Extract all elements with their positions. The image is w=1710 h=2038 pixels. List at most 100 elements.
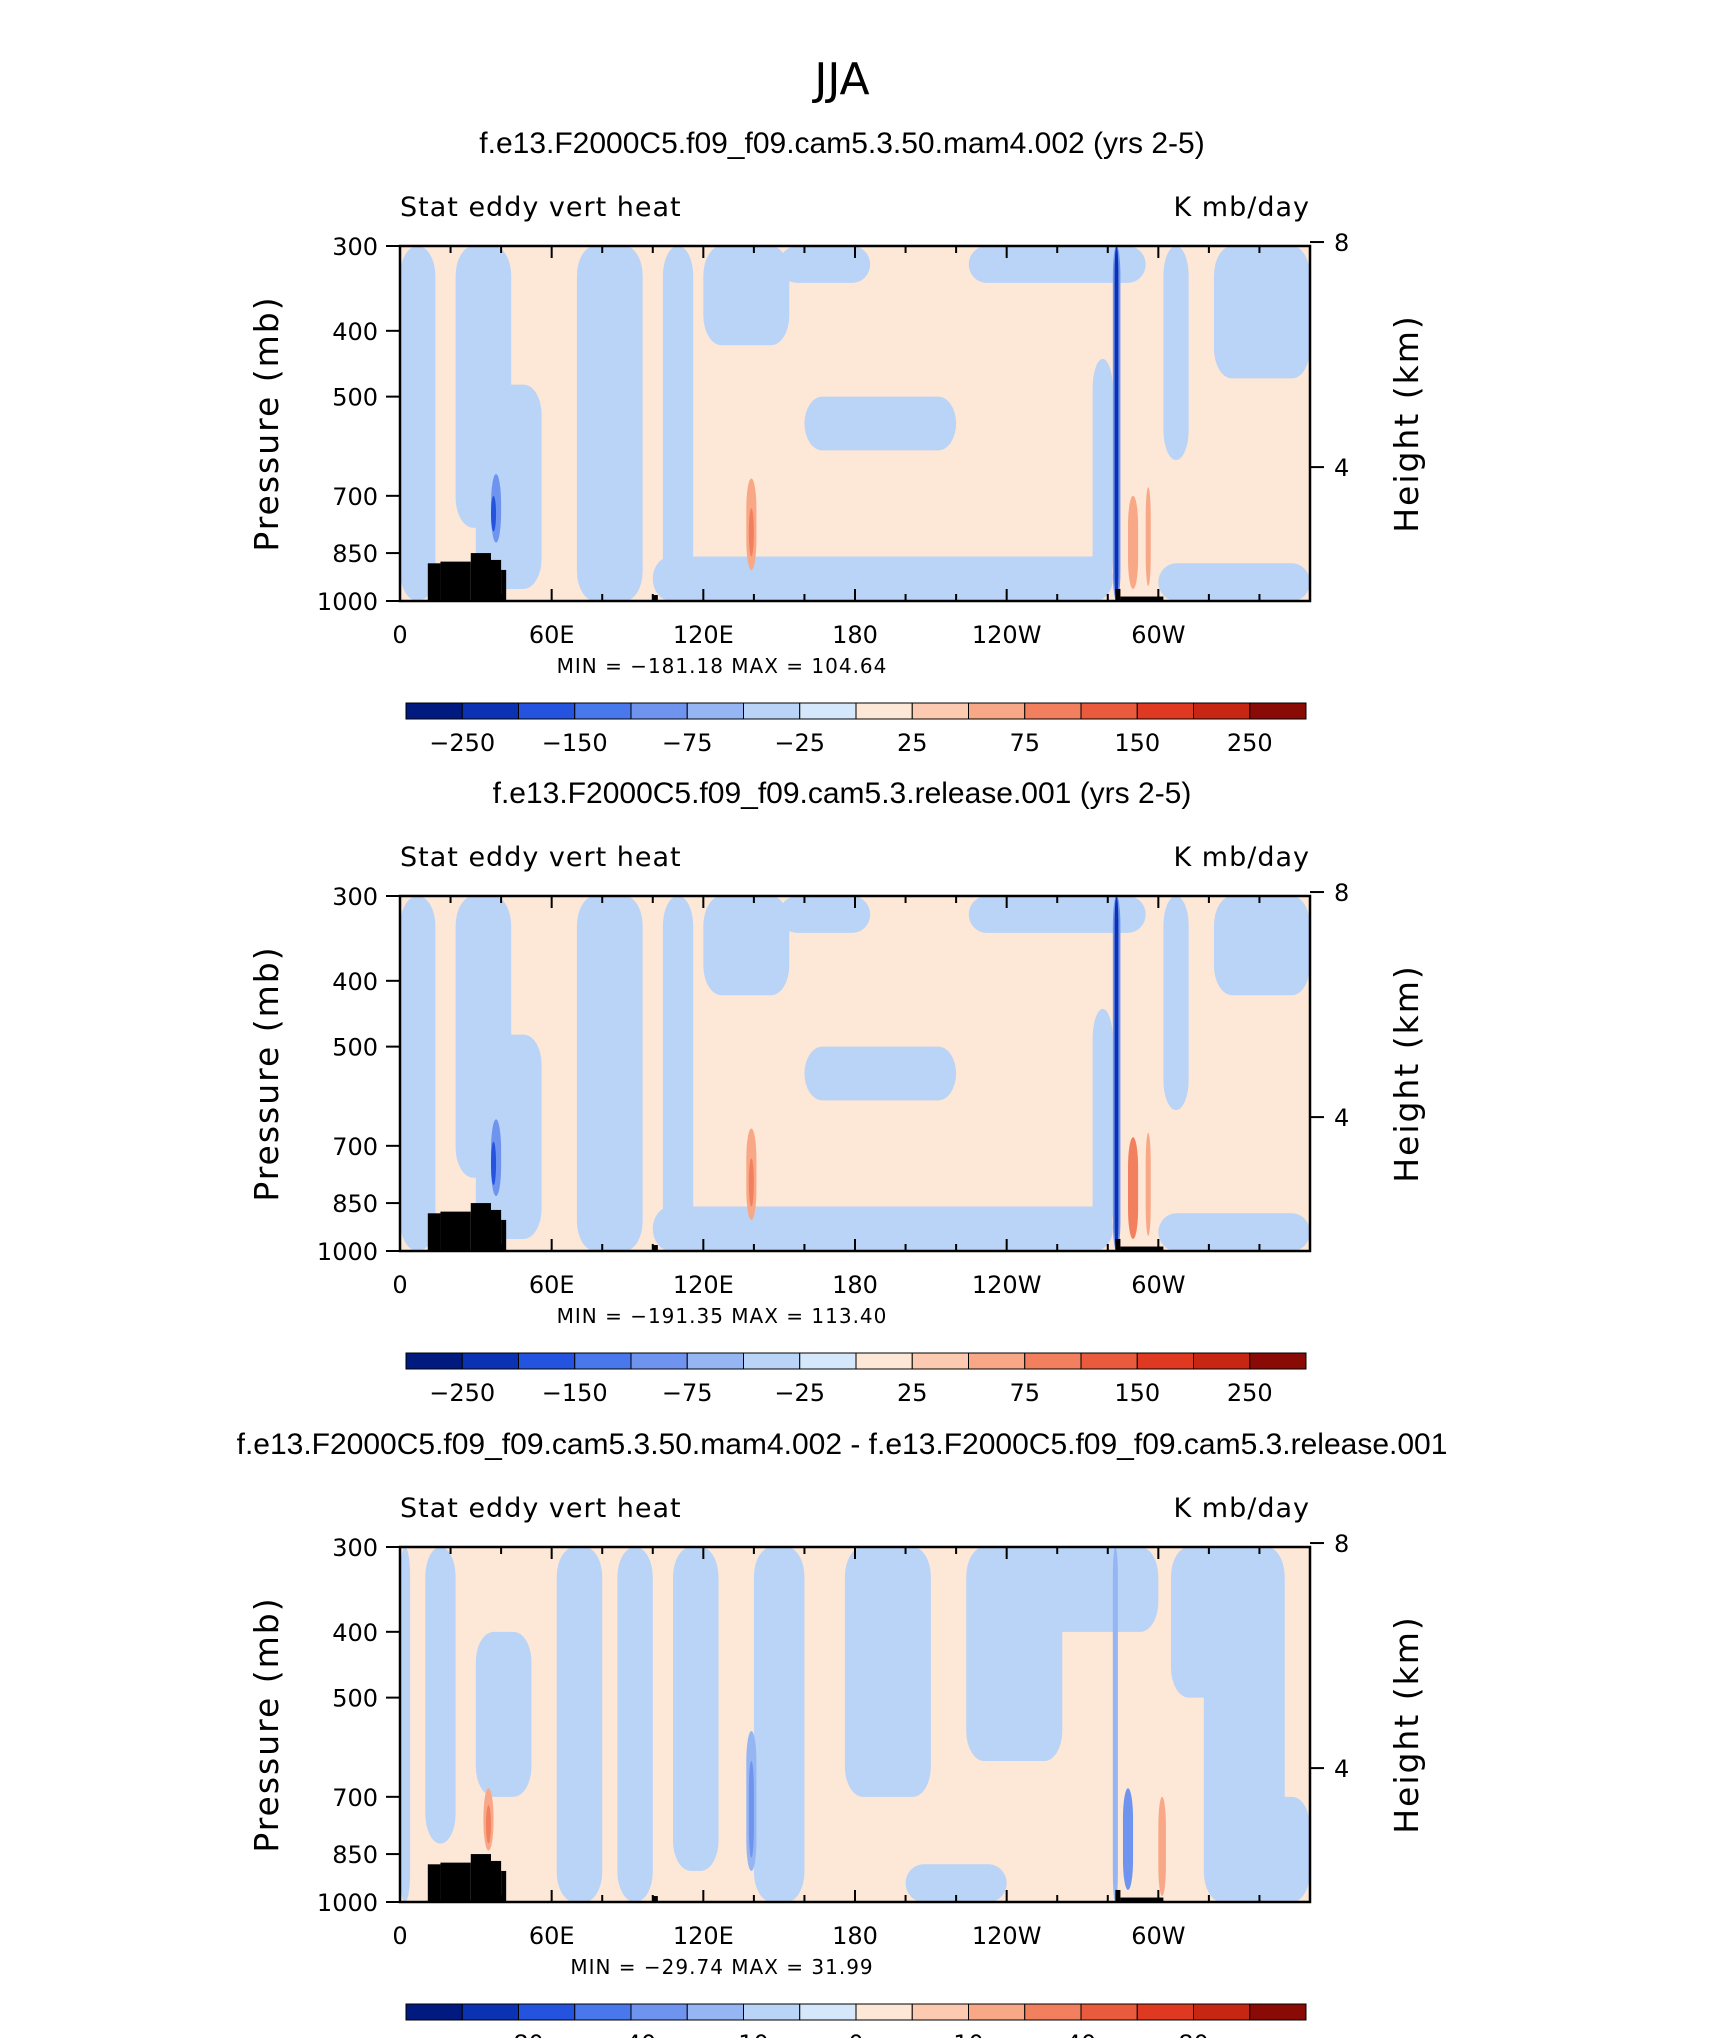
colorbar-box <box>799 2003 857 2021</box>
colorbar-box <box>1024 1352 1082 1370</box>
contour-field <box>400 246 1310 601</box>
positive-contour <box>1128 1137 1139 1239</box>
colorbar-box <box>799 702 857 720</box>
colorbar-box <box>1193 702 1251 720</box>
negative-contour <box>779 246 871 283</box>
x-tick-label: 60W <box>1131 1922 1185 1950</box>
y-axis-right: 8 4 Height (km) <box>1310 1530 1426 1834</box>
colorbar-box <box>630 702 688 720</box>
colorbar-label: 75 <box>1009 729 1040 757</box>
y-tick-label: 1000 <box>317 588 378 616</box>
land-block <box>427 563 441 601</box>
land-block <box>1120 1246 1164 1251</box>
negative-contour <box>703 896 790 996</box>
y-tick-label: 1000 <box>317 1238 378 1266</box>
colorbar-box <box>743 2003 801 2021</box>
land-block <box>470 553 491 601</box>
colorbar-label: −250 <box>429 1379 495 1407</box>
y-axis: 300 400 500 700 850 1000 Pressure (mb) <box>247 1534 400 1917</box>
x-tick-label: 180 <box>832 621 878 649</box>
colorbar-box <box>799 1352 857 1370</box>
x-tick-label: 60E <box>529 621 575 649</box>
left-string: Stat eddy vert heat <box>400 842 682 873</box>
negative-contour <box>1092 358 1113 589</box>
land-block <box>1120 596 1164 601</box>
y-tick-label: 700 <box>332 483 378 511</box>
y-tick-label: 850 <box>332 1841 378 1869</box>
x-tick-label: 120E <box>673 1922 734 1950</box>
y-axis-right-label: Height (km) <box>1387 314 1426 533</box>
x-tick-label: 120W <box>972 1271 1042 1299</box>
colorbar-label: −80 <box>493 2030 544 2038</box>
land-block <box>501 1870 507 1902</box>
negative-contour <box>617 1547 653 1902</box>
land-block <box>1115 588 1121 601</box>
colorbar-box <box>855 1352 913 1370</box>
negative-contour <box>1163 246 1189 461</box>
land-block <box>501 1219 507 1251</box>
negative-contour <box>703 246 790 346</box>
colorbar-label: 25 <box>897 729 928 757</box>
positive-contour <box>485 1805 491 1844</box>
colorbar-label: 75 <box>1009 1379 1040 1407</box>
negative-contour <box>804 396 957 451</box>
y-tick-label: 300 <box>332 233 378 261</box>
x-axis: 0 60E 120E 180 120W 60W <box>392 896 1311 1299</box>
colorbar-box <box>518 2003 576 2021</box>
colorbar-box <box>461 702 519 720</box>
land-block <box>427 1864 441 1902</box>
land-block <box>491 1860 502 1902</box>
negative-contour <box>400 246 436 601</box>
x-tick-label: 60W <box>1131 1271 1185 1299</box>
land-block <box>501 569 507 601</box>
colorbar-label: −40 <box>606 2030 657 2038</box>
y-tick-label: 850 <box>332 540 378 568</box>
colorbar-label: 25 <box>897 1379 928 1407</box>
negative-contour <box>475 384 542 589</box>
negative-contour <box>475 1631 532 1797</box>
colorbar-box <box>574 2003 632 2021</box>
land-block <box>440 561 471 601</box>
y-tick-label: 400 <box>332 1619 378 1647</box>
colorbar-label: −25 <box>774 729 825 757</box>
x-tick-label: 60E <box>529 1271 575 1299</box>
colorbar-box <box>1249 1352 1307 1370</box>
colorbar-box <box>855 2003 913 2021</box>
colorbar-box <box>1080 702 1138 720</box>
y-tick-label: 700 <box>332 1133 378 1161</box>
x-tick-label: 120E <box>673 1271 734 1299</box>
x-tick-label: 0 <box>392 621 407 649</box>
colorbar-box <box>518 702 576 720</box>
negative-contour <box>1114 246 1119 601</box>
colorbar-box <box>461 2003 519 2021</box>
panels: f.e13.F2000C5.f09_f09.cam5.3.50.mam4.002… <box>237 127 1448 2038</box>
topography <box>427 553 1164 601</box>
x-tick-label: 60E <box>529 1922 575 1950</box>
negative-contour <box>779 896 871 933</box>
negative-contour <box>1031 1547 1159 1632</box>
negative-contour <box>1259 1796 1310 1902</box>
land-block <box>652 595 658 601</box>
y-tick-label: 400 <box>332 318 378 346</box>
land-block <box>1115 1238 1121 1251</box>
colorbar-box <box>1193 1352 1251 1370</box>
y-tick-right-label: 8 <box>1334 229 1349 257</box>
y-tick-right-label: 8 <box>1334 1530 1349 1558</box>
negative-contour <box>804 1046 957 1101</box>
colorbar-label: 80 <box>1178 2030 1209 2038</box>
negative-contour <box>662 896 694 1251</box>
x-tick-label: 60W <box>1131 621 1185 649</box>
colorbar-label: −150 <box>542 1379 608 1407</box>
positive-contour <box>1158 1796 1166 1897</box>
colorbar-box <box>968 2003 1026 2021</box>
colorbar-label: 250 <box>1227 1379 1273 1407</box>
negative-contour <box>491 1141 497 1186</box>
colorbar-box <box>968 702 1026 720</box>
contour-field <box>400 1547 1310 1902</box>
chart-panel-2: f.e13.F2000C5.f09_f09.cam5.3.release.001… <box>247 777 1426 1407</box>
negative-contour <box>662 246 694 601</box>
colorbar-box <box>1024 702 1082 720</box>
panel-title: f.e13.F2000C5.f09_f09.cam5.3.50.mam4.002… <box>237 1428 1448 1461</box>
colorbar-label: −150 <box>542 729 608 757</box>
